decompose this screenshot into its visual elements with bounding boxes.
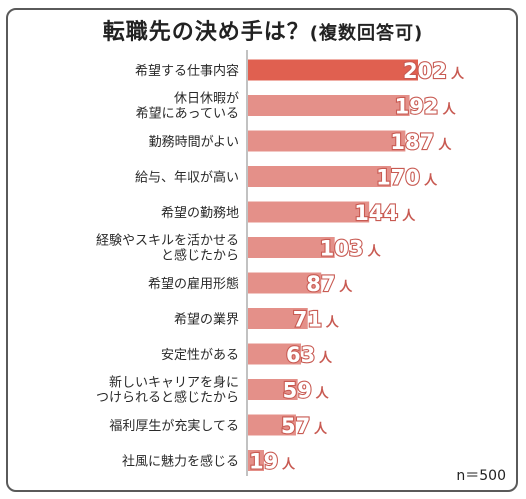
bar-12 <box>248 450 264 471</box>
unit-label-4: 人 <box>424 173 438 189</box>
category-label-4: 給与、年収が高い <box>135 170 239 186</box>
value-label-7: 87 <box>306 272 335 296</box>
category-label-1: 希望する仕事内容 <box>135 63 239 79</box>
bar-8 <box>248 308 308 329</box>
value-label-4: 170 <box>376 166 420 190</box>
unit-label-10: 人 <box>316 386 330 402</box>
value-label-6: 103 <box>320 237 364 261</box>
category-label-9: 安定性がある <box>161 348 239 363</box>
unit-label-6: 人 <box>368 244 382 260</box>
value-label-12: 19 <box>249 450 278 474</box>
bar-11 <box>248 414 296 436</box>
unit-label-2: 人 <box>443 102 457 118</box>
value-label-10: 59 <box>283 379 312 403</box>
value-label-1: 202 <box>403 59 447 83</box>
value-label-11: 57 <box>281 414 310 438</box>
bar-1 <box>248 59 418 81</box>
bar-2 <box>248 95 410 116</box>
bar-5 <box>248 201 370 223</box>
category-label-5: 希望の勤務地 <box>161 205 239 221</box>
chart-title: 転職先の決め手は？(複数回答可) <box>0 14 526 46</box>
category-label-11: 福利厚生が充実してる <box>109 418 239 434</box>
sample-size-note: n＝500 <box>456 468 506 484</box>
title-subtitle: (複数回答可) <box>309 23 424 44</box>
category-label-6: 経験やスキルを活かせると感じたから <box>96 234 239 264</box>
category-label-10: 新しいキャリアを身につけられると感じたから <box>96 375 239 406</box>
bar-10 <box>248 379 298 400</box>
value-label-9: 63 <box>286 343 315 367</box>
unit-label-11: 人 <box>314 421 328 437</box>
unit-label-5: 人 <box>402 208 416 224</box>
bar-3 <box>248 130 406 152</box>
category-label-3: 勤務時間がよい <box>149 135 239 150</box>
bar-9 <box>248 343 302 365</box>
value-label-8: 71 <box>293 308 322 332</box>
title-main: 転職先の決め手は？ <box>102 20 310 45</box>
category-label-2: 休日休暇が希望にあっている <box>136 92 239 122</box>
bar-7 <box>248 272 322 294</box>
value-label-3: 187 <box>390 130 434 154</box>
category-label-12: 社風に魅力を感じる <box>122 454 239 470</box>
bar-6 <box>248 237 335 258</box>
category-label-7: 希望の雇用形態 <box>148 276 239 292</box>
unit-label-8: 人 <box>326 315 340 331</box>
value-label-2: 192 <box>395 95 439 119</box>
unit-label-7: 人 <box>339 279 353 295</box>
unit-label-12: 人 <box>282 457 296 473</box>
value-label-5: 144 <box>354 201 398 225</box>
category-label-8: 希望の業界 <box>174 312 239 328</box>
unit-label-1: 人 <box>451 66 465 82</box>
unit-label-3: 人 <box>438 137 452 153</box>
unit-label-9: 人 <box>319 350 333 366</box>
bar-4 <box>248 166 392 187</box>
